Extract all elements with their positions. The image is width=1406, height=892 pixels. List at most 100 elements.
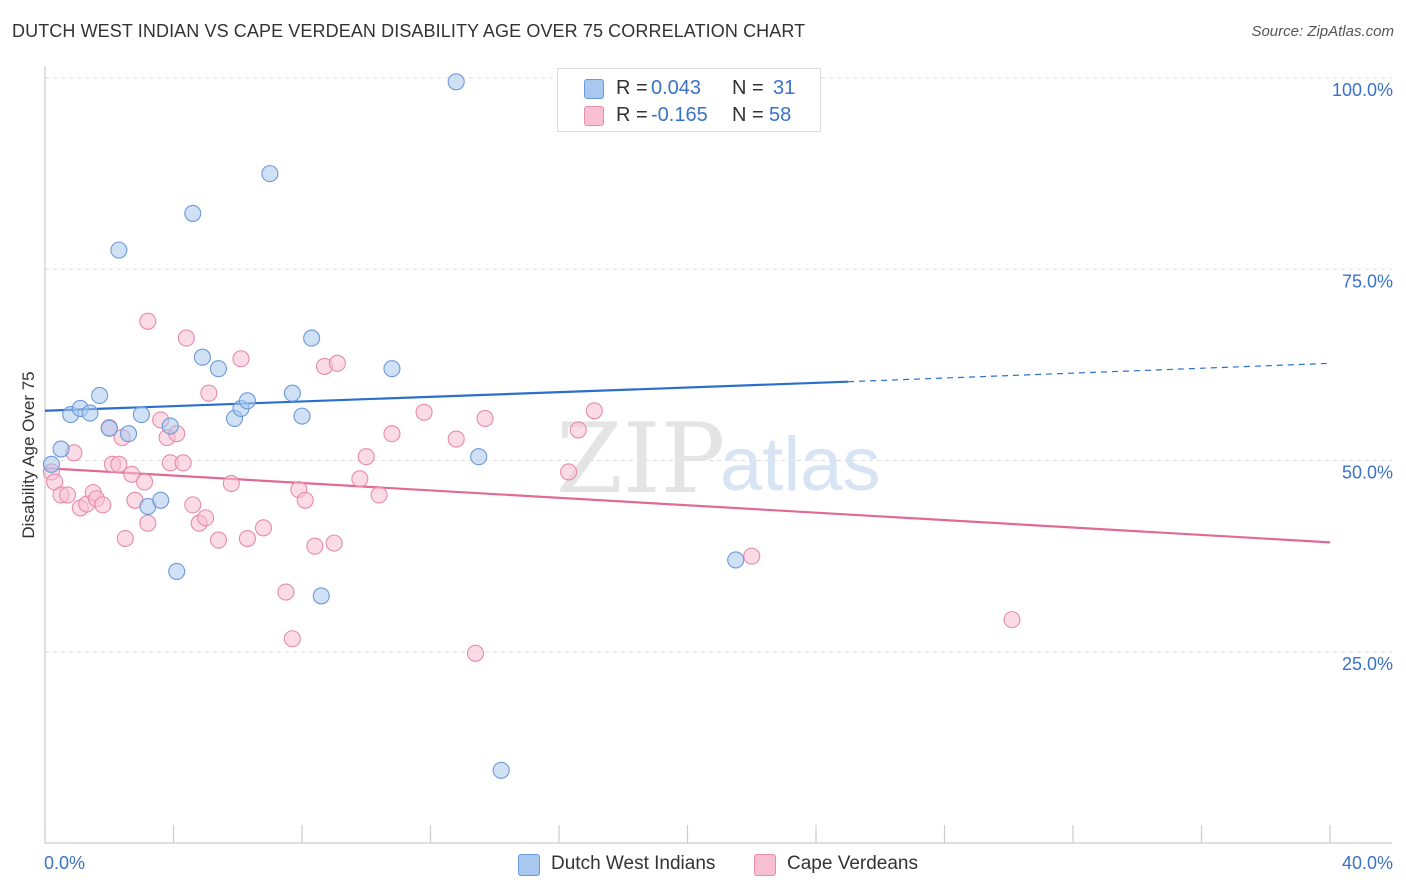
x-tick-label: 0.0% — [44, 853, 85, 873]
point-dutch-west-indians — [238, 392, 256, 410]
point-cape-verdeans — [296, 491, 314, 509]
point-cape-verdeans — [415, 403, 433, 421]
point-dutch-west-indians — [293, 407, 311, 425]
point-cape-verdeans — [328, 354, 346, 372]
point-dutch-west-indians — [100, 419, 118, 437]
trend-line-cape-verdeans — [44, 467, 1331, 544]
point-cape-verdeans — [200, 384, 218, 402]
point-cape-verdeans — [370, 486, 388, 504]
legend-row-cape-verdeans: R = -0.165 N = 58 — [558, 102, 820, 128]
point-dutch-west-indians — [447, 73, 465, 91]
point-cape-verdeans — [184, 496, 202, 514]
point-cape-verdeans — [174, 454, 192, 472]
point-dutch-west-indians — [312, 587, 330, 605]
point-cape-verdeans — [466, 644, 485, 662]
trend-lines — [44, 362, 1331, 544]
legend-r-label: R = — [616, 77, 648, 99]
point-dutch-west-indians — [91, 386, 109, 405]
legend-n-value: 58 — [769, 104, 792, 126]
correlation-legend: R = 0.043 N = 31 R = -0.165 N = 58 — [557, 68, 821, 132]
watermark-atlas: atlas — [720, 422, 881, 507]
point-cape-verdeans — [116, 529, 134, 548]
point-cape-verdeans — [232, 350, 250, 368]
x-tick-label: 40.0% — [1342, 853, 1393, 873]
source-label: Source: ZipAtlas.com — [1251, 23, 1394, 40]
point-dutch-west-indians — [81, 404, 99, 422]
point-cape-verdeans — [351, 470, 369, 488]
legend-n-value: 31 — [773, 77, 796, 99]
point-cape-verdeans — [585, 402, 603, 420]
legend-swatch-pink — [584, 106, 604, 126]
grid-lines — [45, 77, 1392, 653]
point-cape-verdeans — [94, 496, 112, 514]
point-cape-verdeans — [136, 473, 154, 491]
point-dutch-west-indians — [184, 204, 202, 222]
point-cape-verdeans — [238, 529, 256, 548]
point-cape-verdeans — [197, 509, 215, 527]
point-cape-verdeans — [209, 531, 228, 549]
point-dutch-west-indians — [470, 448, 488, 466]
point-cape-verdeans — [283, 630, 301, 648]
bottom-legend-label: Cape Verdeans — [787, 853, 918, 874]
point-cape-verdeans — [743, 547, 761, 565]
bottom-legend-label: Dutch West Indians — [551, 853, 716, 874]
point-cape-verdeans — [123, 465, 141, 483]
point-dutch-west-indians — [161, 417, 179, 435]
point-cape-verdeans — [177, 329, 195, 347]
legend-swatch-blue — [584, 79, 604, 99]
point-dutch-west-indians — [283, 384, 301, 402]
point-cape-verdeans — [560, 463, 578, 481]
point-dutch-west-indians — [193, 348, 211, 366]
point-dutch-west-indians — [119, 425, 138, 443]
point-cape-verdeans — [357, 448, 375, 466]
point-dutch-west-indians — [110, 241, 128, 259]
point-cape-verdeans — [383, 425, 401, 443]
legend-n-label: N = — [732, 77, 764, 99]
point-cape-verdeans — [222, 474, 240, 493]
point-dutch-west-indians — [727, 551, 745, 569]
point-dutch-west-indians — [209, 360, 228, 378]
point-dutch-west-indians — [168, 562, 186, 580]
point-cape-verdeans — [277, 583, 295, 601]
point-dutch-west-indians — [42, 455, 60, 473]
point-dutch-west-indians — [383, 360, 401, 378]
point-cape-verdeans — [254, 519, 273, 537]
legend-n-label: N = — [732, 104, 764, 126]
watermark-zip: ZIP — [556, 403, 725, 515]
data-points — [42, 73, 1021, 779]
y-tick-label: 50.0% — [1342, 463, 1393, 483]
point-cape-verdeans — [569, 421, 587, 439]
y-tick-label: 25.0% — [1342, 654, 1393, 674]
trend-line-dutch-west-indians — [44, 380, 849, 412]
y-axis-label: Disability Age Over 75 — [19, 371, 38, 539]
point-cape-verdeans — [306, 537, 324, 555]
point-dutch-west-indians — [52, 440, 70, 458]
y-tick-label: 100.0% — [1332, 80, 1393, 100]
point-cape-verdeans — [1003, 611, 1021, 629]
watermark: ZIP atlas — [556, 403, 881, 515]
trend-line-dutch-west-indians-projection — [848, 362, 1331, 383]
point-cape-verdeans — [325, 534, 343, 552]
legend-r-label: R = — [616, 104, 648, 126]
point-dutch-west-indians — [152, 491, 170, 509]
point-cape-verdeans — [58, 486, 77, 504]
point-dutch-west-indians — [132, 406, 150, 424]
legend-r-value: -0.165 — [651, 104, 708, 126]
legend-r-value: 0.043 — [651, 77, 702, 99]
point-cape-verdeans — [139, 514, 157, 532]
point-cape-verdeans — [447, 430, 465, 448]
point-dutch-west-indians — [492, 761, 510, 779]
point-dutch-west-indians — [261, 165, 279, 183]
y-tick-label: 75.0% — [1342, 271, 1393, 291]
legend-row-dutch-west-indians: R = 0.043 N = 31 — [558, 75, 820, 101]
point-cape-verdeans — [476, 409, 494, 427]
point-dutch-west-indians — [303, 329, 321, 347]
bottom-legend-swatch-pink — [754, 854, 776, 876]
bottom-legend-swatch-blue — [518, 854, 540, 876]
point-cape-verdeans — [110, 455, 128, 473]
tick-labels: 25.0% 50.0% 75.0% 100.0% 0.0% 40.0% — [44, 80, 1393, 873]
axes — [44, 66, 1392, 844]
point-cape-verdeans — [139, 312, 157, 330]
chart-title: DUTCH WEST INDIAN VS CAPE VERDEAN DISABI… — [12, 21, 806, 41]
